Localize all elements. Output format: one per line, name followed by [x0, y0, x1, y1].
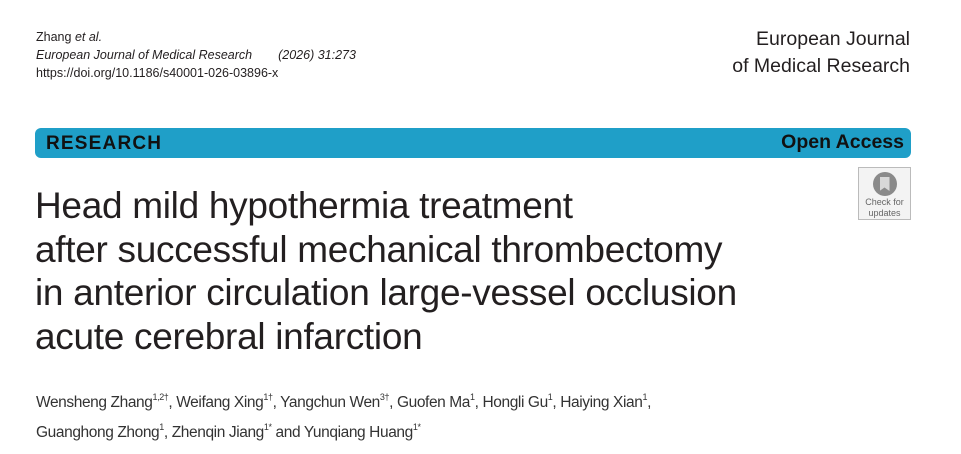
affiliation-marker: 1,2† [152, 392, 169, 402]
author-name[interactable]: Weifang Xing [176, 394, 264, 411]
citation: (2026) 31:273 [278, 48, 356, 62]
badge-line1: Check for [865, 197, 904, 207]
author-name[interactable]: Guofen Ma [396, 394, 471, 411]
affiliation-marker: 1 [470, 392, 475, 402]
affiliation-marker: 3† [379, 392, 390, 402]
badge-line2: updates [868, 208, 901, 218]
journal-logo: European Journal of Medical Research [732, 26, 910, 80]
doi-link[interactable]: https://doi.org/10.1186/s40001-026-03896… [36, 66, 279, 80]
affiliation-marker: 1 [159, 422, 164, 432]
author-short: Zhang [36, 30, 72, 44]
author-name[interactable]: Zhenqin Jiang [171, 424, 265, 441]
check-for-updates-button[interactable]: Check for updates [858, 167, 911, 220]
journal-logo-line2: of Medical Research [732, 55, 910, 77]
author-list: Wensheng Zhang1,2†, Weifang Xing1†, Yang… [36, 392, 651, 441]
author-name[interactable]: Yangchun Wen [280, 394, 380, 411]
author-name[interactable]: Hongli Gu [482, 394, 548, 411]
article-type: RESEARCH [46, 133, 163, 154]
affiliation-marker: 1 [547, 392, 553, 402]
journal-logo-line1: European Journal [756, 28, 910, 50]
author-name[interactable]: Haiying Xian [560, 394, 643, 411]
article-type-banner: RESEARCH Open Access [35, 128, 911, 158]
title-line: in anterior circulation large-vessel occ… [35, 272, 737, 313]
title-line: Head mild hypothermia treatment [35, 185, 573, 226]
affiliation-marker: 1* [412, 422, 421, 432]
affiliation-marker: 1 [642, 392, 648, 402]
affiliation-marker: 1† [263, 392, 273, 402]
bookmark-circle-icon [872, 172, 897, 196]
et-al: et al. [74, 30, 103, 44]
author-name[interactable]: Wensheng Zhang [36, 394, 153, 411]
open-access-label: Open Access [781, 131, 904, 153]
author-name[interactable]: Guanghong Zhong [36, 424, 160, 441]
citation-block: Zhang et al. European Journal of Medical… [36, 28, 356, 82]
title-line: acute cerebral infarction [35, 315, 423, 357]
author-name[interactable]: Yunqiang Huang [303, 424, 413, 441]
affiliation-marker: 1* [263, 422, 272, 432]
title-line: after successful mechanical thrombectomy [35, 228, 723, 270]
journal-name: European Journal of Medical Research [36, 48, 253, 62]
article-title: Head mild hypothermia treatment after su… [35, 184, 737, 358]
